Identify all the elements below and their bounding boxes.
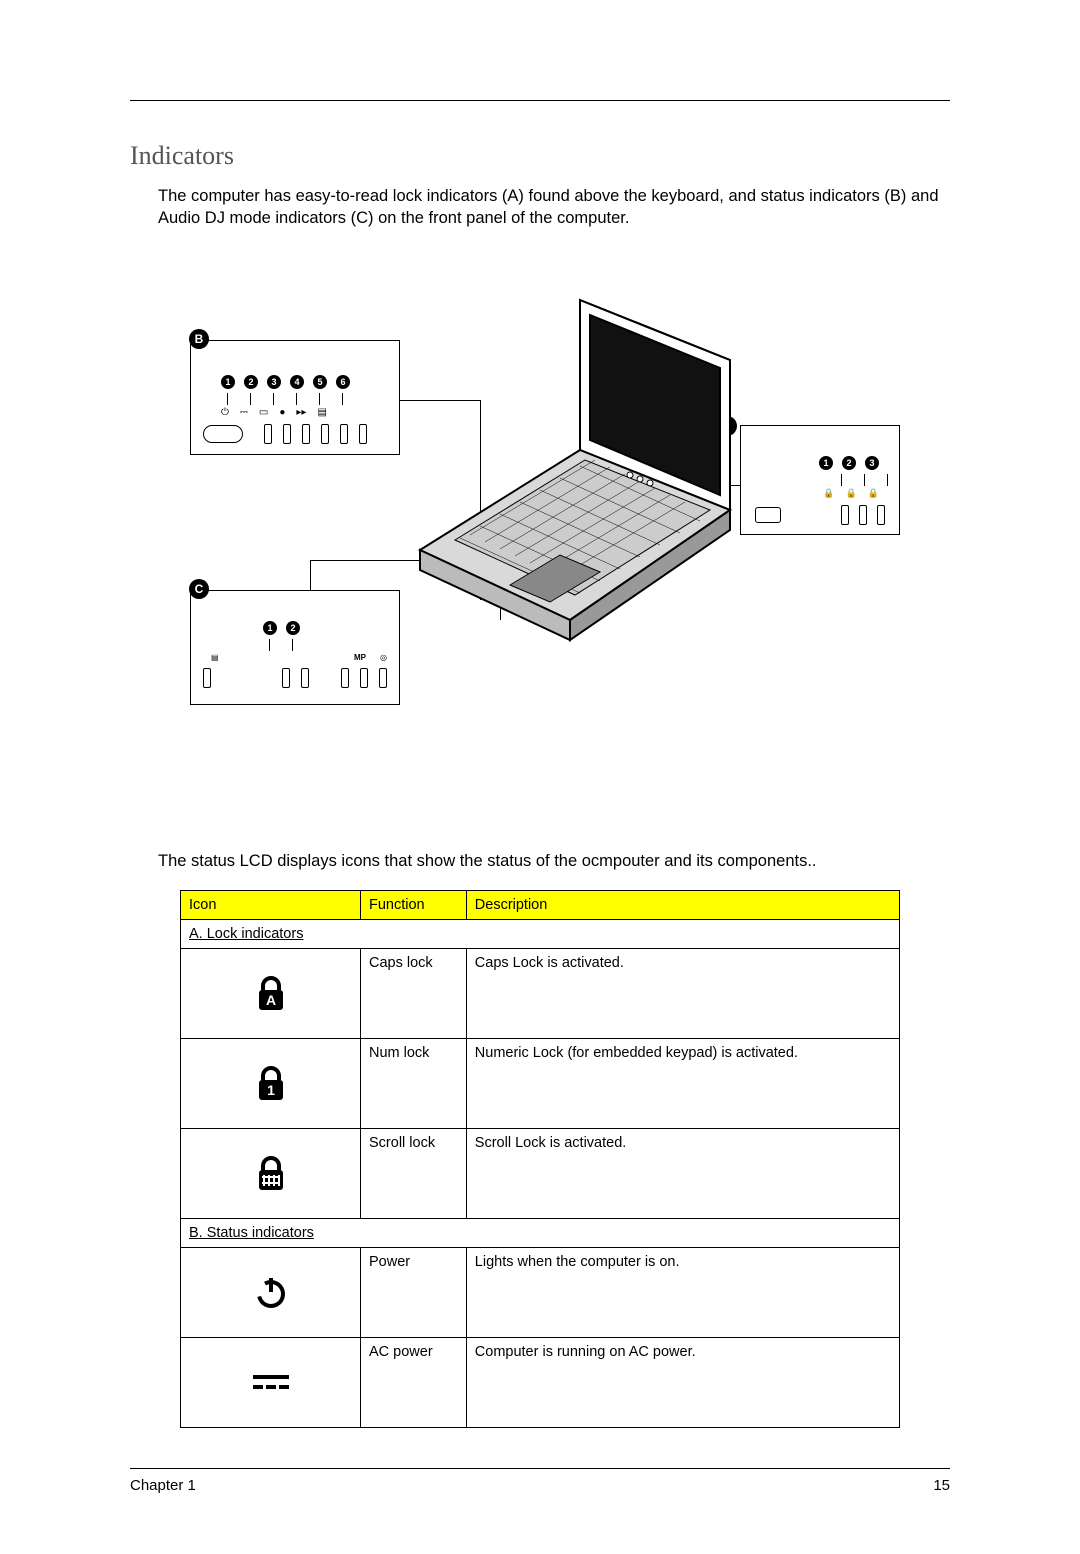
num-dot: 2 [286, 621, 300, 635]
panel-A-icons: 🔒 🔒 🔒 [755, 488, 879, 499]
ac-icon: ⎓ [240, 407, 248, 418]
panel-A-numbers: 1 2 3 [755, 456, 879, 470]
slot [321, 424, 329, 444]
caps-func: Caps lock [361, 948, 467, 1038]
scroll-lock-icon [181, 1128, 361, 1218]
slot [264, 424, 272, 444]
disk-icon: ▤ [211, 653, 219, 662]
slot [841, 505, 849, 525]
disk-icon: ▤ [317, 407, 326, 418]
num-icon: 🔒 [846, 488, 857, 499]
media-icon: ▸▸ [296, 407, 306, 418]
num-dot: 5 [313, 375, 327, 389]
slot [340, 424, 348, 444]
section-b-label: B. Status indicators [181, 1218, 900, 1247]
panel-B-icons: ⏻ ⎓ ▭ ● ▸▸ ▤ [221, 407, 387, 418]
svg-text:1: 1 [267, 1082, 275, 1098]
svg-text:A: A [265, 992, 275, 1008]
callout-panel-A: A 1 2 3 🔒 🔒 🔒 [740, 425, 900, 535]
caps-icon: 🔒 [823, 488, 834, 499]
slot [341, 668, 349, 688]
slot-wide [203, 425, 243, 443]
num-dot: 2 [244, 375, 258, 389]
power-func: Power [361, 1247, 467, 1337]
figure-diagram: B 1 2 3 4 5 6 ⏻ ⎓ ▭ ● ▸ [180, 260, 900, 820]
table-row: 1 Num lock Numeric Lock (for embedded ke… [181, 1038, 900, 1128]
intro-text: The computer has easy-to-read lock indic… [158, 185, 950, 230]
callout-letter-B: B [189, 329, 209, 349]
panel-C-slots [203, 668, 387, 688]
footer-left: Chapter 1 [130, 1477, 196, 1494]
col-func: Function [361, 890, 467, 919]
ac-power-icon-cell [181, 1337, 361, 1427]
scroll-desc: Scroll Lock is activated. [466, 1128, 899, 1218]
scroll-func: Scroll lock [361, 1128, 467, 1218]
table-row: AC power Computer is running on AC power… [181, 1337, 900, 1427]
table-row: A Caps lock Caps Lock is activated. [181, 948, 900, 1038]
slot [301, 668, 309, 688]
slot [859, 505, 867, 525]
num-dot: 1 [221, 375, 235, 389]
slot [283, 424, 291, 444]
num-dot: 1 [263, 621, 277, 635]
leader-line [310, 560, 311, 590]
caps-desc: Caps Lock is activated. [466, 948, 899, 1038]
num-dot: 3 [865, 456, 879, 470]
table-row: Power Lights when the computer is on. [181, 1247, 900, 1337]
slot [302, 424, 310, 444]
disc-icon: ◎ [380, 653, 387, 662]
num-dot: 6 [336, 375, 350, 389]
panel-C-numbers: 1 2 [263, 621, 387, 635]
num-dot: 2 [842, 456, 856, 470]
table-header-row: Icon Function Description [181, 890, 900, 919]
slot [360, 668, 368, 688]
laptop-illustration [400, 290, 760, 670]
ac-func: AC power [361, 1337, 467, 1427]
top-divider [130, 100, 950, 101]
num-dot: 4 [290, 375, 304, 389]
col-desc: Description [466, 890, 899, 919]
num-func: Num lock [361, 1038, 467, 1128]
ac-desc: Computer is running on AC power. [466, 1337, 899, 1427]
callout-panel-C: C 1 2 ▤ MP ◎ [190, 590, 400, 705]
num-dot: 1 [819, 456, 833, 470]
slot [359, 424, 367, 444]
num-lock-icon: 1 [181, 1038, 361, 1128]
table-section-b: B. Status indicators [181, 1218, 900, 1247]
battery-icon: ▭ [259, 407, 268, 418]
footer-right: 15 [933, 1477, 950, 1494]
callout-letter-C: C [189, 579, 209, 599]
col-icon: Icon [181, 890, 361, 919]
indicators-table: Icon Function Description A. Lock indica… [180, 890, 900, 1428]
caps-lock-icon: A [181, 948, 361, 1038]
slot [379, 668, 387, 688]
power-icon-cell [181, 1247, 361, 1337]
panel-B-numbers: 1 2 3 4 5 6 [221, 375, 387, 389]
section-a-label: A. Lock indicators [181, 919, 900, 948]
sleep-icon: ● [279, 407, 285, 418]
lcd-caption: The status LCD displays icons that show … [158, 850, 950, 872]
page: Indicators The computer has easy-to-read… [0, 0, 1080, 1554]
scroll-icon: 🔒 [868, 488, 879, 499]
mp-label: MP [354, 653, 366, 662]
slot [203, 668, 211, 688]
slot [877, 505, 885, 525]
section-heading: Indicators [130, 141, 950, 171]
panel-B-slots [203, 424, 387, 444]
callout-panel-B: B 1 2 3 4 5 6 ⏻ ⎓ ▭ ● ▸ [190, 340, 400, 455]
table-row: Scroll lock Scroll Lock is activated. [181, 1128, 900, 1218]
table-section-a: A. Lock indicators [181, 919, 900, 948]
power-desc: Lights when the computer is on. [466, 1247, 899, 1337]
power-icon: ⏻ [221, 407, 229, 418]
slot [282, 668, 290, 688]
num-desc: Numeric Lock (for embedded keypad) is ac… [466, 1038, 899, 1128]
num-dot: 3 [267, 375, 281, 389]
page-footer: Chapter 1 15 [130, 1468, 950, 1494]
